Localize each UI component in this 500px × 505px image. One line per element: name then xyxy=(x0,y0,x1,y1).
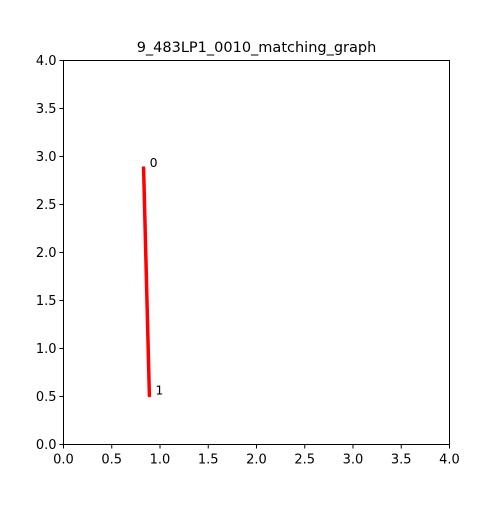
x-tick-label: 3.5 xyxy=(391,453,412,468)
chart-title: 9_483LP1_0010_matching_graph xyxy=(137,40,377,56)
node-label-0: 0 xyxy=(150,155,158,170)
x-tick-label: 0.0 xyxy=(53,453,74,468)
x-tick-label: 3.0 xyxy=(343,453,364,468)
x-tick-label: 4.0 xyxy=(439,453,460,468)
y-tick-label: 4.0 xyxy=(36,54,57,69)
matching-edge-0 xyxy=(141,166,152,398)
y-tick-label: 0.5 xyxy=(36,390,57,405)
x-tick-label: 1.5 xyxy=(198,453,219,468)
y-tick-label: 1.5 xyxy=(36,294,57,309)
plot-area: 01 xyxy=(141,155,163,398)
x-tick-label: 1.0 xyxy=(150,453,171,468)
x-tick-label: 2.5 xyxy=(294,453,315,468)
y-tick-label: 2.0 xyxy=(36,246,57,261)
y-tick-label: 2.5 xyxy=(36,198,57,213)
axis-ticks: 0.0 0.5 1.0 1.5 2.0 2.5 3.0 3.5 4.0 0.0 0.5 1.0 1.5 2… xyxy=(36,54,460,468)
x-tick-label: 0.5 xyxy=(101,453,122,468)
y-tick-label: 1.0 xyxy=(36,342,57,357)
x-tick-label: 2.0 xyxy=(246,453,267,468)
node-label-1: 1 xyxy=(155,383,163,398)
y-tick-label: 3.0 xyxy=(36,150,57,165)
y-tick-label: 3.5 xyxy=(36,102,57,117)
y-tick-label: 0.0 xyxy=(36,438,57,453)
